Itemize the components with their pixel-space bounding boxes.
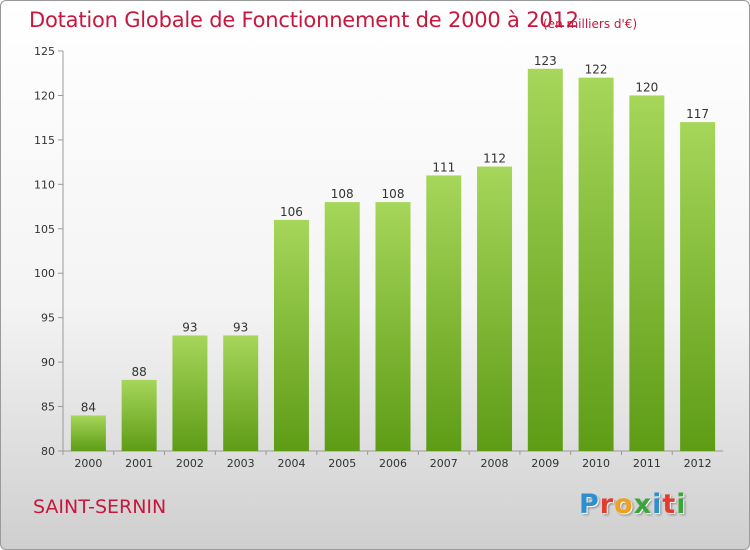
logo-letter: i bbox=[652, 489, 663, 520]
y-tick-label: 125 bbox=[34, 45, 55, 58]
bar-2002 bbox=[172, 335, 208, 451]
x-tick-label: 2010 bbox=[582, 457, 610, 470]
x-tick-label: 2003 bbox=[227, 457, 255, 470]
x-tick-label: 2011 bbox=[633, 457, 661, 470]
bar-value-label: 88 bbox=[132, 365, 147, 379]
y-tick-label: 115 bbox=[34, 134, 55, 147]
bar-value-label: 108 bbox=[382, 187, 405, 201]
bar-value-label: 112 bbox=[483, 152, 506, 166]
x-tick-label: 2008 bbox=[481, 457, 509, 470]
logo-letter: t bbox=[662, 489, 677, 520]
bar-2000 bbox=[70, 415, 106, 451]
x-tick-label: 2006 bbox=[379, 457, 407, 470]
bar-2007 bbox=[426, 175, 462, 451]
y-tick-label: 80 bbox=[41, 445, 55, 458]
bar-2010 bbox=[578, 77, 614, 452]
bar-value-label: 123 bbox=[534, 54, 557, 68]
bar-2003 bbox=[223, 335, 259, 451]
x-tick-label: 2001 bbox=[125, 457, 153, 470]
x-tick-label: 2000 bbox=[74, 457, 102, 470]
bar-2004 bbox=[273, 219, 309, 451]
x-tick-label: 2012 bbox=[684, 457, 712, 470]
bar-value-label: 93 bbox=[233, 320, 248, 334]
y-tick-label: 95 bbox=[41, 312, 55, 325]
bar-value-label: 108 bbox=[331, 187, 354, 201]
x-tick-label: 2005 bbox=[328, 457, 356, 470]
bar-value-label: 111 bbox=[432, 160, 455, 174]
commune-name: SAINT-SERNIN bbox=[33, 496, 167, 518]
y-tick-label: 105 bbox=[34, 223, 55, 236]
bar-value-label: 122 bbox=[585, 63, 608, 77]
bar-2005 bbox=[324, 202, 360, 451]
y-tick-label: 110 bbox=[34, 178, 55, 191]
chart-title: Dotation Globale de Fonctionnement de 20… bbox=[29, 8, 579, 32]
y-tick-label: 120 bbox=[34, 89, 55, 102]
x-tick-label: 2007 bbox=[430, 457, 458, 470]
bar-value-label: 106 bbox=[280, 205, 303, 219]
logo-letter: i bbox=[676, 489, 687, 520]
bar-2006 bbox=[375, 202, 411, 451]
bar-value-label: 93 bbox=[182, 320, 197, 334]
bar-value-label: 120 bbox=[635, 80, 658, 94]
x-tick-label: 2002 bbox=[176, 457, 204, 470]
bar-value-label: 84 bbox=[81, 400, 96, 414]
y-tick-label: 85 bbox=[41, 401, 55, 414]
bar-2012 bbox=[680, 122, 716, 451]
bar-2011 bbox=[629, 95, 665, 451]
x-tick-label: 2009 bbox=[531, 457, 559, 470]
x-tick-label: 2004 bbox=[277, 457, 305, 470]
proxiti-logo: Proxiti bbox=[579, 489, 687, 520]
logo-letter: P bbox=[579, 489, 600, 520]
bar-value-label: 117 bbox=[686, 107, 709, 121]
bar-2009 bbox=[527, 68, 563, 452]
logo-letter: o bbox=[614, 489, 634, 520]
logo-letter: x bbox=[633, 489, 653, 520]
y-tick-label: 100 bbox=[34, 267, 55, 280]
unit-label: (en milliers d'€) bbox=[543, 17, 638, 31]
logo-letter: r bbox=[599, 489, 615, 520]
bar-2001 bbox=[121, 379, 157, 451]
y-tick-label: 90 bbox=[41, 356, 55, 369]
bar-2008 bbox=[477, 166, 513, 452]
